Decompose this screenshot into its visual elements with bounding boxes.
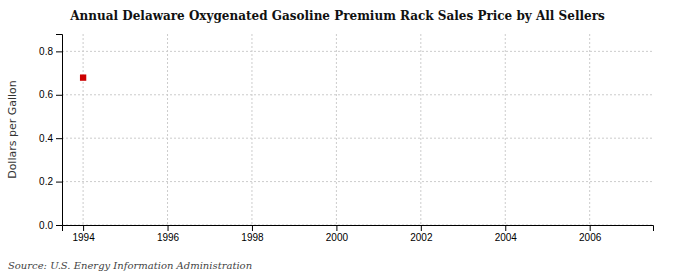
grid-line <box>62 51 653 52</box>
grid-line <box>420 34 421 225</box>
tick: 1994 <box>72 225 95 243</box>
tick-mark <box>83 225 84 231</box>
grid-line <box>83 34 84 225</box>
title: Annual Delaware Oxygenated Gasoline Prem… <box>69 9 605 23</box>
grid-line <box>589 34 590 225</box>
tick-mark <box>56 51 62 52</box>
points <box>80 74 86 80</box>
grid-line <box>62 181 653 182</box>
plot-area: 1994 1996 1998 2000 2002 2004 2006 0.0 0.2 0.4 0.6… <box>39 34 653 243</box>
tick-label: 2002 <box>410 232 433 243</box>
tick-mark <box>421 225 422 231</box>
tick-mark <box>252 225 253 231</box>
tick-mark <box>336 225 337 231</box>
tick: 0.6 <box>39 89 62 100</box>
tick-label: 1994 <box>72 232 95 243</box>
y-axis-label: Dollars per Gallon <box>6 80 19 179</box>
tick-mark <box>56 182 62 183</box>
tick: 1998 <box>241 225 264 243</box>
chart: 1994 1996 1998 2000 2002 2004 2006 0.0 0.2 0.4 0.6… <box>0 0 675 275</box>
tick: 2004 <box>495 225 518 243</box>
x-axis: 1994 1996 1998 2000 2002 2004 2006 <box>63 225 654 243</box>
tick: 2006 <box>579 225 602 243</box>
tick: 1996 <box>157 225 180 243</box>
grid-line <box>505 34 506 225</box>
point <box>80 74 86 80</box>
tick-label: 0.6 <box>39 89 53 100</box>
grid-line <box>62 94 653 95</box>
grid <box>62 34 653 225</box>
tick-label: 1996 <box>157 232 180 243</box>
grid-line <box>167 34 168 225</box>
tick-label: 2004 <box>495 232 518 243</box>
tick: 0.8 <box>39 46 62 57</box>
tick-label: 1998 <box>241 232 264 243</box>
tick-label: 0.0 <box>39 220 53 231</box>
tick-label: 2000 <box>326 232 349 243</box>
grid-line <box>62 138 653 139</box>
axis-line <box>56 35 63 226</box>
grid-line <box>251 34 252 225</box>
axis-line <box>63 226 654 232</box>
tick: 0.2 <box>39 176 62 187</box>
tick-mark <box>590 225 591 231</box>
tick-mark <box>56 225 62 226</box>
tick-mark <box>56 138 62 139</box>
grid-line <box>336 34 337 225</box>
y-axis: 0.0 0.2 0.4 0.6 0.8 <box>39 35 62 231</box>
tick: 2000 <box>326 225 349 243</box>
tick: 0.4 <box>39 133 62 144</box>
tick-mark <box>505 225 506 231</box>
tick: 2002 <box>410 225 433 243</box>
tick-label: 0.8 <box>39 46 53 57</box>
tick-mark <box>168 225 169 231</box>
tick-label: 2006 <box>579 232 602 243</box>
tick: 0.0 <box>39 220 62 231</box>
tick-label: 0.4 <box>39 133 53 144</box>
tick-mark <box>56 95 62 96</box>
annotation: Source: U.S. Energy Information Administ… <box>8 260 252 271</box>
tick-label: 0.2 <box>39 176 53 187</box>
